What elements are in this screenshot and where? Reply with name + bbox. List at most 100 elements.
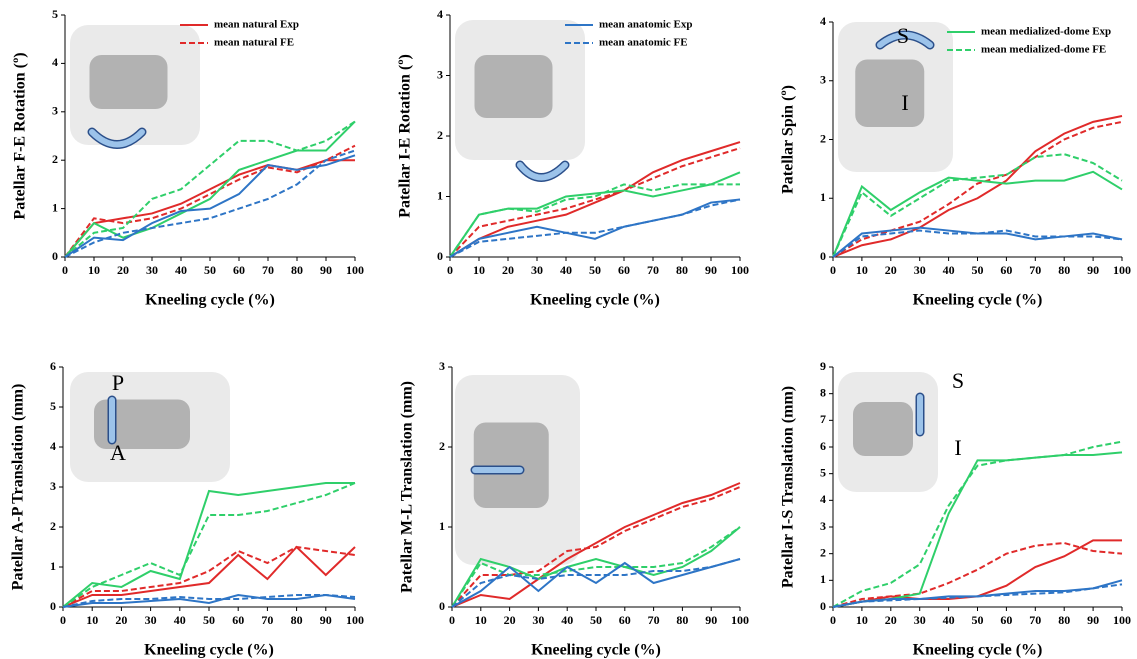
y-tick-label: 3	[820, 519, 826, 533]
x-tick-label: 0	[447, 263, 453, 277]
y-axis-label: Patellar Spin (º)	[780, 85, 797, 194]
y-tick-label: 0	[52, 249, 58, 263]
y-axis-label: Patellar A-P Translation (mm)	[10, 384, 27, 591]
x-tick-label: 50	[204, 263, 216, 277]
series-line	[832, 120, 1123, 258]
y-tick-label: 1	[820, 572, 826, 586]
series-line	[451, 482, 741, 608]
series-line	[832, 579, 1123, 608]
x-tick-label: 30	[532, 613, 544, 627]
y-tick-label: 1	[437, 188, 443, 202]
x-tick-label: 20	[885, 613, 897, 627]
y-tick-label: 4	[52, 55, 58, 69]
x-tick-label: 100	[346, 263, 364, 277]
y-tick-label: 4	[437, 7, 443, 21]
series-line	[832, 583, 1123, 608]
series-line	[64, 154, 356, 258]
x-axis-label: Kneeling cycle (%)	[530, 292, 660, 309]
y-tick-label: 6	[820, 439, 826, 453]
series-line	[451, 486, 741, 608]
x-tick-label: 60	[1000, 263, 1012, 277]
x-tick-label: 100	[731, 613, 749, 627]
implant-illustration	[853, 402, 913, 456]
y-tick-label: 4	[50, 439, 56, 453]
annotation: S	[952, 368, 964, 393]
x-axis-label: Kneeling cycle (%)	[145, 292, 275, 309]
y-tick-label: 2	[439, 439, 445, 453]
y-tick-label: 3	[52, 104, 58, 118]
x-axis-label: Kneeling cycle (%)	[913, 642, 1043, 659]
x-tick-label: 30	[914, 263, 926, 277]
series-line	[449, 198, 741, 258]
series-line	[62, 545, 356, 608]
series-line	[449, 171, 741, 258]
legend-label: mean anatomic Exp	[599, 19, 693, 31]
x-tick-label: 60	[618, 263, 630, 277]
x-tick-label: 80	[1058, 263, 1070, 277]
x-tick-label: 90	[1087, 613, 1099, 627]
y-tick-label: 3	[437, 67, 443, 81]
x-tick-label: 20	[885, 263, 897, 277]
x-tick-label: 20	[117, 263, 129, 277]
annotation: A	[110, 440, 126, 465]
y-tick-label: 7	[820, 412, 826, 426]
y-tick-label: 5	[820, 465, 826, 479]
x-tick-label: 80	[676, 263, 688, 277]
legend-label: mean medialized-dome Exp	[981, 26, 1111, 38]
x-tick-label: 10	[86, 613, 98, 627]
x-tick-label: 10	[856, 263, 868, 277]
x-tick-label: 40	[174, 613, 186, 627]
x-tick-label: 60	[233, 263, 245, 277]
y-tick-label: 2	[50, 519, 56, 533]
y-axis-label: Patellar F-E Rotation (º)	[12, 52, 29, 219]
x-tick-label: 90	[705, 613, 717, 627]
series-line	[64, 120, 356, 258]
implant-illustration	[474, 55, 553, 118]
legend-label: mean natural FE	[214, 37, 294, 49]
x-tick-label: 80	[291, 613, 303, 627]
y-tick-label: 0	[820, 599, 826, 613]
x-tick-label: 90	[705, 263, 717, 277]
annotation: S	[897, 23, 909, 48]
x-tick-label: 100	[731, 263, 749, 277]
series-line	[62, 594, 356, 608]
legend-label: mean natural Exp	[214, 19, 299, 31]
y-tick-label: 0	[820, 249, 826, 263]
series-line	[451, 558, 741, 608]
x-tick-label: 30	[146, 263, 158, 277]
y-tick-label: 0	[50, 599, 56, 613]
x-tick-label: 70	[262, 263, 274, 277]
x-tick-label: 70	[1029, 263, 1041, 277]
series-line	[832, 541, 1123, 608]
series-line	[62, 545, 356, 608]
series-line	[449, 183, 740, 258]
series-line	[449, 147, 741, 258]
x-tick-label: 90	[320, 613, 332, 627]
x-tick-label: 30	[145, 613, 157, 627]
x-tick-label: 90	[320, 263, 332, 277]
y-tick-label: 1	[50, 559, 56, 573]
y-tick-label: 2	[52, 152, 58, 166]
series-line	[64, 120, 356, 258]
implant-illustration	[473, 422, 549, 508]
x-tick-label: 0	[449, 613, 455, 627]
legend-label: mean medialized-dome FE	[981, 44, 1106, 56]
y-tick-label: 2	[820, 545, 826, 559]
series-line	[64, 149, 356, 258]
y-axis-label: Patellar M-L Translation (mm)	[399, 381, 416, 593]
x-tick-label: 50	[589, 263, 601, 277]
x-tick-label: 60	[232, 613, 244, 627]
x-tick-label: 50	[203, 613, 215, 627]
x-axis-label: Kneeling cycle (%)	[913, 292, 1043, 309]
x-tick-label: 70	[261, 613, 273, 627]
series-line	[832, 229, 1123, 258]
x-axis-label: Kneeling cycle (%)	[531, 642, 661, 659]
annotation: I	[954, 435, 961, 460]
